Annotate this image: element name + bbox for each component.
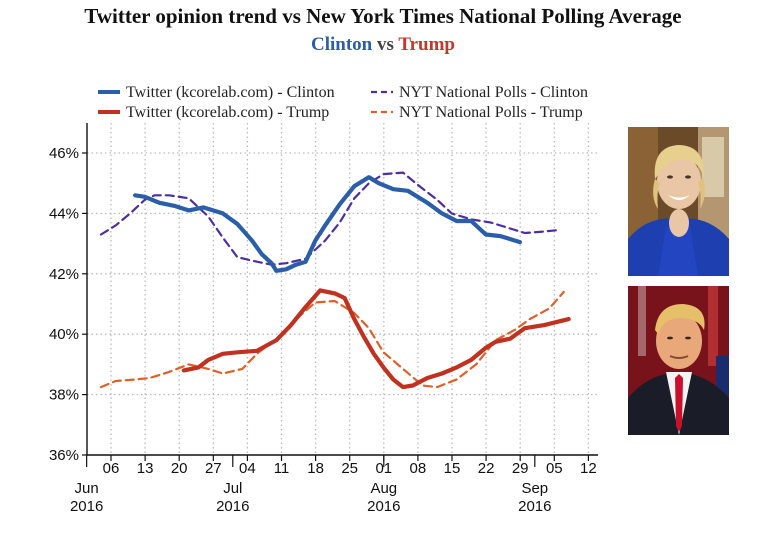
x-tick-label: 18	[307, 460, 324, 477]
x-tick-label: 04	[239, 460, 256, 477]
x-tick-label: 05	[546, 460, 563, 477]
year-label: 2016	[367, 498, 400, 515]
grid	[87, 123, 598, 455]
legend-label: Twitter (kcorelab.com) - Trump	[126, 104, 329, 121]
x-tick-label: 13	[137, 460, 154, 477]
x-tick-label: 08	[410, 460, 427, 477]
month-label: Sep	[521, 480, 548, 497]
y-tick-label: 40%	[49, 326, 79, 343]
x-tick-label: 11	[274, 460, 290, 477]
axes: 36% 38% 40% 42% 44% 46% 06 13 20 27 04 11 18 25 01 08 15…	[49, 123, 598, 515]
x-tick-label: 01	[375, 460, 392, 477]
clinton-portrait-icon	[628, 127, 729, 276]
y-tick-label: 38%	[49, 387, 79, 404]
y-tick-label: 36%	[49, 447, 79, 464]
month-label: Jun	[75, 480, 99, 497]
month-label: Jul	[223, 480, 242, 497]
y-tick-label: 44%	[49, 205, 79, 222]
subtitle-trump: Trump	[398, 34, 455, 55]
legend-label: NYT National Polls - Clinton	[399, 84, 588, 101]
x-tick-label: 20	[171, 460, 188, 477]
x-tick-label: 29	[512, 460, 529, 477]
subtitle-vs: vs	[377, 34, 394, 55]
x-tick-label: 15	[444, 460, 461, 477]
subtitle-clinton: Clinton	[311, 34, 373, 55]
series-nyt-clinton	[99, 171, 560, 266]
legend: Twitter (kcorelab.com) - Clinton Twitter …	[98, 84, 588, 121]
series-twitter-clinton	[133, 175, 522, 273]
x-tick-label: 12	[580, 460, 597, 477]
x-tick-label: 22	[478, 460, 495, 477]
y-tick-label: 42%	[49, 266, 79, 283]
year-label: 2016	[216, 498, 249, 515]
x-tick-label: 25	[341, 460, 358, 477]
chart-subtitle: Clinton vs Trump	[0, 34, 766, 56]
y-tick-label: 46%	[49, 145, 79, 162]
year-label: 2016	[70, 498, 103, 515]
legend-label: Twitter (kcorelab.com) - Clinton	[126, 84, 335, 101]
month-label: Aug	[370, 480, 397, 497]
x-tick-label: 06	[103, 460, 120, 477]
trump-portrait-icon	[628, 286, 729, 435]
series-nyt-trump	[99, 290, 565, 389]
chart-title: Twitter opinion trend vs New York Times …	[84, 4, 682, 28]
year-label: 2016	[518, 498, 551, 515]
x-tick-label: 27	[205, 460, 222, 477]
series-layer	[99, 171, 571, 390]
legend-label: NYT National Polls - Trump	[399, 104, 583, 121]
series-twitter-trump	[181, 288, 571, 390]
